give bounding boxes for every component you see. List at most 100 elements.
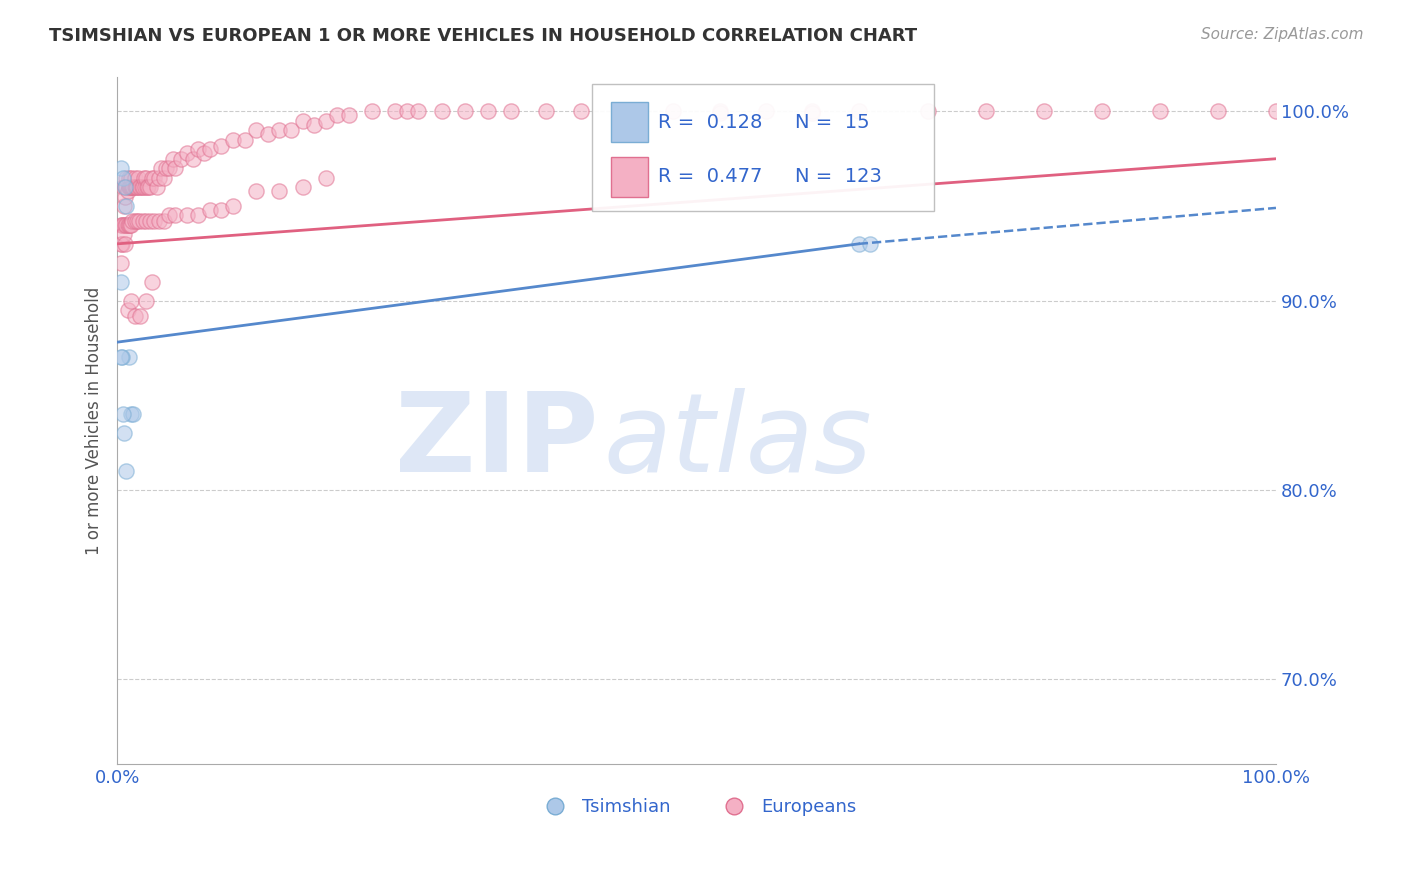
Text: N =  123: N = 123 bbox=[794, 168, 882, 186]
Point bbox=[198, 202, 221, 217]
Point bbox=[1206, 104, 1229, 119]
FancyBboxPatch shape bbox=[610, 157, 648, 196]
Point bbox=[974, 104, 997, 119]
Point bbox=[114, 218, 136, 232]
Point bbox=[117, 303, 139, 318]
Point bbox=[616, 104, 638, 119]
Point bbox=[118, 170, 141, 185]
Text: R =  0.477: R = 0.477 bbox=[658, 168, 762, 186]
Point bbox=[848, 104, 870, 119]
Point bbox=[245, 123, 267, 137]
Point bbox=[111, 170, 134, 185]
Point bbox=[198, 142, 221, 156]
Point bbox=[120, 170, 142, 185]
Point bbox=[121, 180, 143, 194]
Point bbox=[454, 104, 477, 119]
Point bbox=[315, 114, 337, 128]
Point bbox=[115, 170, 138, 185]
Point bbox=[501, 104, 523, 119]
Point bbox=[269, 184, 291, 198]
Point bbox=[291, 114, 314, 128]
Point bbox=[118, 180, 141, 194]
Point bbox=[111, 351, 134, 365]
Point bbox=[152, 170, 174, 185]
Point bbox=[112, 425, 135, 440]
Point bbox=[157, 209, 180, 223]
Point bbox=[211, 138, 233, 153]
Point bbox=[110, 161, 132, 176]
Point bbox=[124, 214, 146, 228]
Point bbox=[801, 106, 824, 120]
Point bbox=[115, 218, 138, 232]
Point bbox=[222, 199, 245, 213]
Point bbox=[132, 170, 155, 185]
Point bbox=[138, 180, 160, 194]
Point bbox=[256, 127, 278, 141]
Point bbox=[165, 209, 187, 223]
Point bbox=[118, 218, 141, 232]
Point bbox=[111, 218, 134, 232]
Point bbox=[135, 214, 157, 228]
Point bbox=[138, 214, 160, 228]
Point bbox=[128, 180, 150, 194]
Point bbox=[128, 214, 150, 228]
Point bbox=[150, 161, 173, 176]
Point bbox=[110, 218, 132, 232]
Point bbox=[233, 133, 256, 147]
Point bbox=[302, 118, 325, 132]
Point bbox=[131, 180, 153, 194]
Point bbox=[111, 180, 134, 194]
Point bbox=[801, 104, 824, 119]
Point bbox=[534, 104, 557, 119]
Point bbox=[110, 351, 132, 365]
Text: N =  15: N = 15 bbox=[794, 112, 870, 131]
Point bbox=[111, 218, 134, 232]
Point bbox=[326, 108, 349, 122]
Point bbox=[848, 236, 870, 251]
Point bbox=[120, 407, 142, 421]
Point bbox=[1265, 104, 1288, 119]
Point bbox=[280, 123, 302, 137]
Point bbox=[337, 108, 360, 122]
Point bbox=[193, 146, 215, 161]
Point bbox=[187, 142, 209, 156]
Point bbox=[125, 180, 148, 194]
Point bbox=[395, 104, 418, 119]
Point bbox=[115, 199, 138, 213]
Point bbox=[122, 407, 145, 421]
Point bbox=[143, 170, 166, 185]
Point bbox=[115, 464, 138, 478]
Point bbox=[315, 170, 337, 185]
Point bbox=[141, 170, 163, 185]
Point bbox=[125, 180, 148, 194]
Point bbox=[121, 214, 143, 228]
Point bbox=[127, 170, 149, 185]
Point bbox=[120, 218, 142, 232]
Point bbox=[222, 133, 245, 147]
Point bbox=[143, 214, 166, 228]
Point bbox=[181, 152, 204, 166]
Point bbox=[114, 180, 136, 194]
Point bbox=[152, 214, 174, 228]
Point bbox=[117, 184, 139, 198]
FancyBboxPatch shape bbox=[610, 103, 648, 142]
Point bbox=[118, 351, 141, 365]
Text: Source: ZipAtlas.com: Source: ZipAtlas.com bbox=[1201, 27, 1364, 42]
Point bbox=[120, 180, 142, 194]
Point bbox=[148, 170, 170, 185]
Point bbox=[136, 180, 159, 194]
Point bbox=[430, 104, 453, 119]
Point bbox=[145, 180, 167, 194]
Point bbox=[1033, 104, 1056, 119]
Point bbox=[709, 106, 731, 120]
Point bbox=[709, 104, 731, 119]
Point bbox=[112, 227, 135, 242]
Point bbox=[165, 161, 187, 176]
Point bbox=[245, 184, 267, 198]
Point bbox=[859, 236, 882, 251]
Point bbox=[111, 236, 134, 251]
Text: TSIMSHIAN VS EUROPEAN 1 OR MORE VEHICLES IN HOUSEHOLD CORRELATION CHART: TSIMSHIAN VS EUROPEAN 1 OR MORE VEHICLES… bbox=[49, 27, 917, 45]
Point bbox=[408, 104, 430, 119]
Point bbox=[162, 152, 184, 166]
Point bbox=[141, 275, 163, 289]
